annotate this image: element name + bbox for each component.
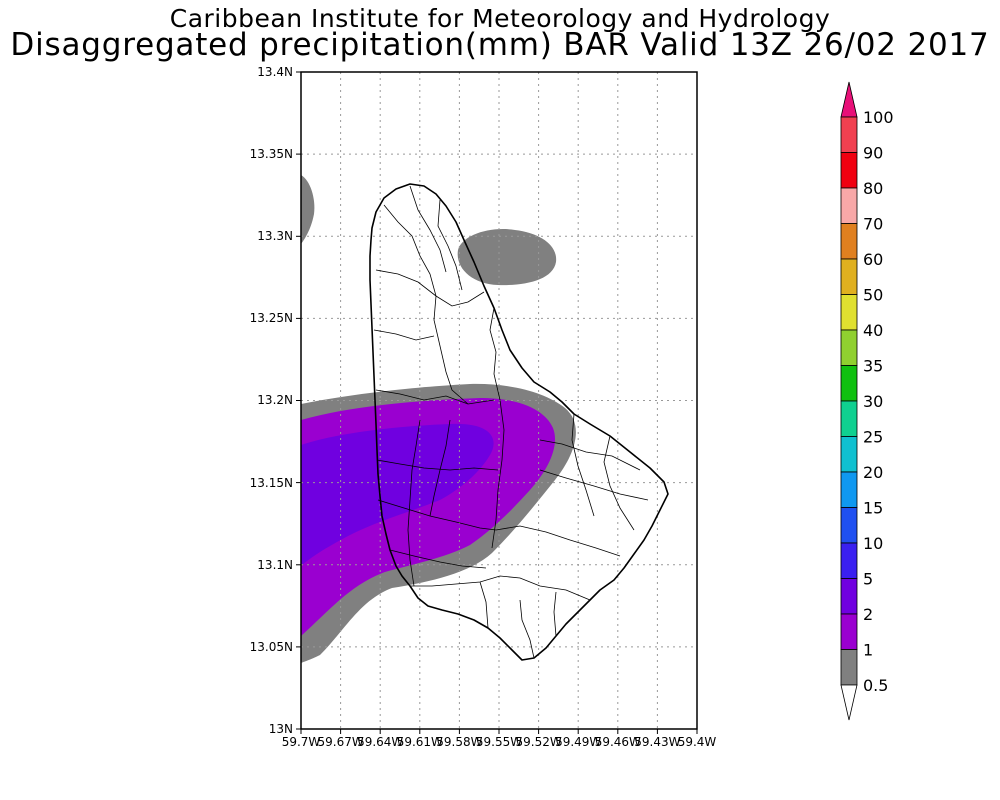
colorbar-tick-label: 1 bbox=[863, 641, 873, 660]
lon-label: 59.4W bbox=[678, 735, 717, 749]
lon-label: 59.67W bbox=[317, 735, 363, 749]
colorbar-swatch bbox=[840, 436, 858, 473]
chart-title-institute: Caribbean Institute for Meteorology and … bbox=[169, 4, 831, 33]
colorbar-tick-label: 40 bbox=[863, 321, 883, 340]
colorbar-swatch bbox=[840, 471, 858, 508]
axis-ticks bbox=[296, 71, 698, 734]
colorbar-tick-label: 50 bbox=[863, 286, 883, 305]
colorbar-swatch bbox=[840, 365, 858, 402]
colorbar-swatch bbox=[840, 116, 858, 153]
lat-label: 13.1N bbox=[257, 558, 293, 572]
lon-label: 59.52W bbox=[515, 735, 561, 749]
lon-label: 59.46W bbox=[595, 735, 641, 749]
map-gridlines bbox=[301, 72, 697, 729]
colorbar-swatch bbox=[840, 152, 858, 189]
colorbar-tick-label: 30 bbox=[863, 392, 883, 411]
barbados-internal-boundaries bbox=[373, 185, 649, 659]
colorbar-swatch bbox=[840, 223, 858, 260]
colorbar-swatch bbox=[840, 507, 858, 544]
lon-label: 59.58W bbox=[436, 735, 482, 749]
colorbar-swatch bbox=[840, 649, 858, 686]
lon-label: 59.43W bbox=[634, 735, 680, 749]
colorbar-tick-label: 70 bbox=[863, 215, 883, 234]
lat-label: 13.35N bbox=[250, 147, 293, 161]
colorbar-tick-label: 80 bbox=[863, 179, 883, 198]
precip-blob-0.5mm-north bbox=[457, 229, 557, 286]
colorbar-swatch bbox=[840, 187, 858, 224]
precip-band-2mm bbox=[301, 423, 494, 566]
longitude-labels: 59.7W 59.67W 59.64W 59.61W 59.58W 59.55W… bbox=[282, 735, 717, 749]
chart-title-main: Disaggregated precipitation(mm) BAR Vali… bbox=[10, 27, 990, 63]
colorbar-swatch bbox=[840, 578, 858, 615]
colorbar-swatch bbox=[840, 400, 858, 437]
colorbar-lower-triangle bbox=[840, 684, 858, 721]
lon-label: 59.7W bbox=[282, 735, 321, 749]
colorbar-tick-label: 10 bbox=[863, 534, 883, 553]
colorbar-tick-label: 60 bbox=[863, 250, 883, 269]
colorbar-tick-label: 5 bbox=[863, 570, 873, 589]
colorbar-tick-label: 35 bbox=[863, 357, 883, 376]
latitude-labels: 13.4N 13.35N 13.3N 13.25N 13.2N 13.15N 1… bbox=[250, 65, 293, 736]
colorbar-swatch bbox=[840, 613, 858, 650]
precip-blob-0.5mm-west-edge bbox=[301, 175, 315, 244]
lat-label: 13.3N bbox=[257, 229, 293, 243]
colorbar-tick-label: 25 bbox=[863, 428, 883, 447]
colorbar-swatch bbox=[840, 294, 858, 331]
colorbar-tick-label: 20 bbox=[863, 463, 883, 482]
colorbar-upper-triangle bbox=[840, 81, 858, 118]
lat-label: 13N bbox=[269, 722, 293, 736]
colorbar-tick-label: 0.5 bbox=[863, 676, 888, 695]
lat-label: 13.15N bbox=[250, 476, 293, 490]
lon-label: 59.55W bbox=[476, 735, 522, 749]
lat-label: 13.25N bbox=[250, 311, 293, 325]
colorbar-tick-label: 2 bbox=[863, 605, 873, 624]
colorbar-swatch bbox=[840, 329, 858, 366]
colorbar-tick-label: 100 bbox=[863, 108, 894, 127]
colorbar-tick-label: 90 bbox=[863, 144, 883, 163]
lon-label: 59.61W bbox=[397, 735, 443, 749]
lat-label: 13.4N bbox=[257, 65, 293, 79]
lat-label: 13.2N bbox=[257, 393, 293, 407]
lon-label: 59.49W bbox=[555, 735, 601, 749]
colorbar-swatch bbox=[840, 258, 858, 295]
lat-label: 13.05N bbox=[250, 640, 293, 654]
colorbar-tick-label: 15 bbox=[863, 499, 883, 518]
colorbar-swatch bbox=[840, 542, 858, 579]
lon-label: 59.64W bbox=[357, 735, 403, 749]
